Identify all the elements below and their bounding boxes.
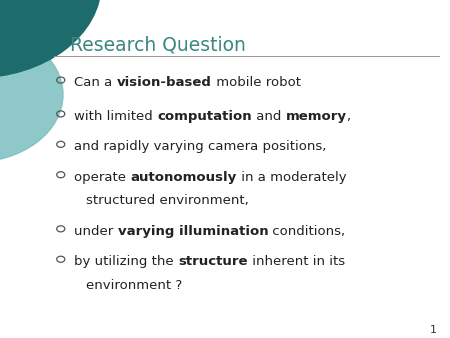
Text: under: under — [74, 225, 118, 238]
Text: Research Question: Research Question — [70, 35, 246, 54]
Text: memory: memory — [285, 110, 346, 123]
Text: structure: structure — [178, 255, 248, 268]
Text: autonomously: autonomously — [130, 171, 237, 184]
Text: Can a: Can a — [74, 76, 117, 89]
Text: 1: 1 — [429, 324, 436, 335]
Text: varying illumination: varying illumination — [118, 225, 268, 238]
Text: and rapidly varying camera positions,: and rapidly varying camera positions, — [74, 140, 327, 153]
Text: inherent in its: inherent in its — [248, 255, 345, 268]
Text: structured environment,: structured environment, — [86, 194, 249, 208]
Text: in a moderately: in a moderately — [237, 171, 346, 184]
Text: mobile robot: mobile robot — [212, 76, 301, 89]
Circle shape — [0, 27, 63, 162]
Text: operate: operate — [74, 171, 130, 184]
Text: environment ?: environment ? — [86, 279, 183, 292]
Text: computation: computation — [157, 110, 252, 123]
Text: by utilizing the: by utilizing the — [74, 255, 178, 268]
Circle shape — [0, 0, 101, 78]
Text: ,: , — [346, 110, 351, 123]
Text: vision-based: vision-based — [117, 76, 212, 89]
Text: and: and — [252, 110, 285, 123]
Text: with limited: with limited — [74, 110, 157, 123]
Text: conditions,: conditions, — [268, 225, 346, 238]
